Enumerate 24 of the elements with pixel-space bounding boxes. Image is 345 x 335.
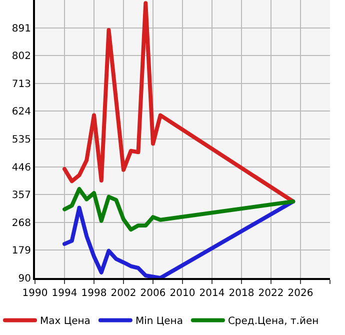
y-tick-label: 535 [12,134,31,146]
x-tick-label: 1990 [22,288,48,299]
x-tick-label: 2014 [199,288,225,299]
x-tick-label: 2022 [258,288,284,299]
legend-label: Min Цена [135,316,183,328]
x-tick-label: 1994 [52,288,78,299]
x-tick-label: 2002 [110,288,136,299]
x-tick-label: 2006 [140,288,166,299]
line-series [62,186,296,232]
legend-label: Сред.Цена, т.йен [228,316,319,328]
y-tick-label: 268 [12,218,31,229]
x-tick-label: 2026 [288,288,314,299]
x-tick-label: 2018 [228,288,254,299]
y-tick-label: 446 [12,162,31,174]
x-tick-label: 1998 [81,288,107,299]
y-tick-label: 357 [12,190,31,202]
y-tick-label: 802 [12,51,31,62]
y-tick-label: 624 [12,106,31,118]
legend-label: Max Цена [40,316,90,328]
y-tick-label: 891 [12,23,31,34]
x-tick-label: 2010 [170,288,196,299]
y-tick-label: 90 [18,274,31,284]
y-tick-label: 179 [12,246,31,257]
y-tick-label: 713 [12,78,31,90]
